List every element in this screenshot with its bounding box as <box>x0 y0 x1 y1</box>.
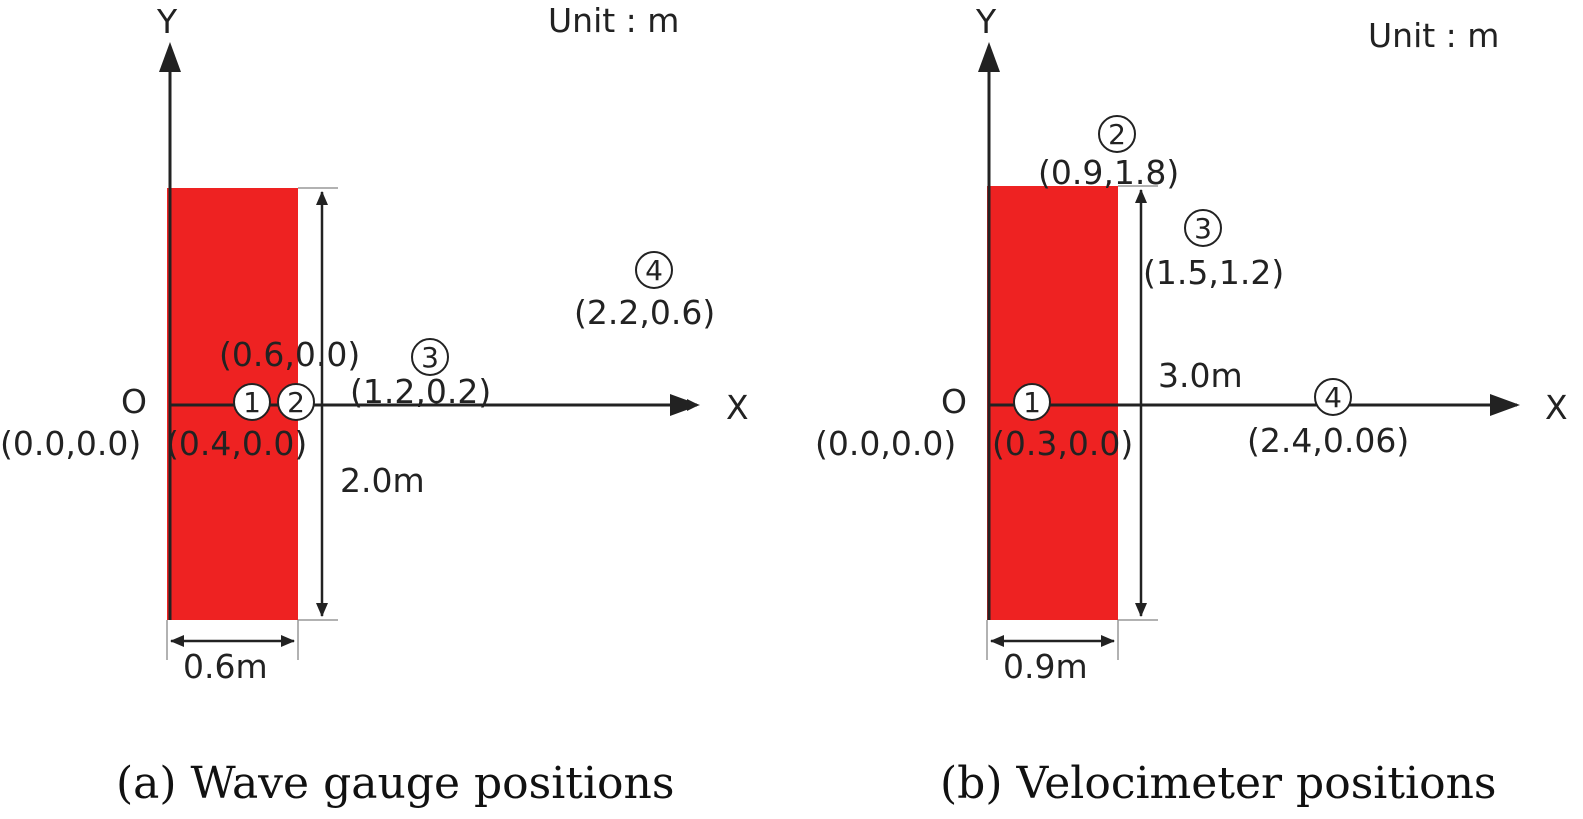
unit-label-a: Unit : m <box>548 1 679 40</box>
velocimeter-4-marker <box>1314 378 1352 416</box>
unit-label-b: Unit : m <box>1368 16 1499 55</box>
panel-a-wave-gauge: Y X Unit : m O (0.0,0.0) 2.0m 0.6m 1 (0.… <box>0 1 749 809</box>
velocimeter-3-marker <box>1184 209 1222 247</box>
x-axis-label-b: X <box>1545 388 1568 427</box>
height-dim-label-a: 2.0m <box>340 461 425 500</box>
velocimeter-1-marker <box>1013 383 1051 421</box>
gauge-3-number: 3 <box>421 341 439 374</box>
velocimeter-1-number: 1 <box>1023 386 1041 419</box>
width-dim-label-b: 0.9m <box>1003 647 1088 686</box>
gauge-3-marker <box>411 338 449 376</box>
x-axis-arrow-b <box>1490 394 1520 416</box>
gauge-1-marker <box>233 383 271 421</box>
gauge-3-coord: (1.2,0.2) <box>350 372 491 411</box>
velocimeter-2-coord: (0.9,1.8) <box>1038 153 1179 192</box>
caption-b: (b) Velocimeter positions <box>940 758 1497 809</box>
x-axis-arrow-a <box>670 394 700 416</box>
panel-b-velocimeter: Y X Unit : m O (0.0,0.0) 3.0m 0.9m 1 (0.… <box>815 2 1568 809</box>
gauge-1-number: 1 <box>243 386 261 419</box>
origin-coord-b: (0.0,0.0) <box>815 424 956 463</box>
velocimeter-4-coord: (2.4,0.06) <box>1247 421 1409 460</box>
gauge-2-number: 2 <box>287 386 305 419</box>
origin-label-b: O <box>941 382 967 421</box>
velocimeter-3-number: 3 <box>1194 212 1212 245</box>
gauge-2-coord: (0.6,0.0) <box>219 335 360 374</box>
y-axis-label-b: Y <box>975 2 997 41</box>
y-axis-label-a: Y <box>156 2 178 41</box>
origin-coord-a: (0.0,0.0) <box>0 424 141 463</box>
x-axis-label-a: X <box>726 388 749 427</box>
gauge-4-coord: (2.2,0.6) <box>574 293 715 332</box>
y-axis-arrow-b <box>978 42 1000 72</box>
y-axis-arrow-a <box>159 42 181 72</box>
velocimeter-2-marker <box>1098 115 1136 153</box>
origin-label-a: O <box>121 382 147 421</box>
gauge-2-marker <box>277 383 315 421</box>
breakwater-block-b <box>987 186 1118 620</box>
velocimeter-2-number: 2 <box>1108 118 1126 151</box>
gauge-4-number: 4 <box>645 254 663 287</box>
width-dim-label-a: 0.6m <box>183 647 268 686</box>
velocimeter-3-coord: (1.5,1.2) <box>1143 253 1284 292</box>
gauge-1-coord: (0.4,0.0) <box>166 424 307 463</box>
height-dim-label-b: 3.0m <box>1158 356 1243 395</box>
velocimeter-1-coord: (0.3,0.0) <box>992 424 1133 463</box>
velocimeter-4-number: 4 <box>1324 381 1342 414</box>
caption-a: (a) Wave gauge positions <box>116 758 674 809</box>
gauge-4-marker <box>635 251 673 289</box>
